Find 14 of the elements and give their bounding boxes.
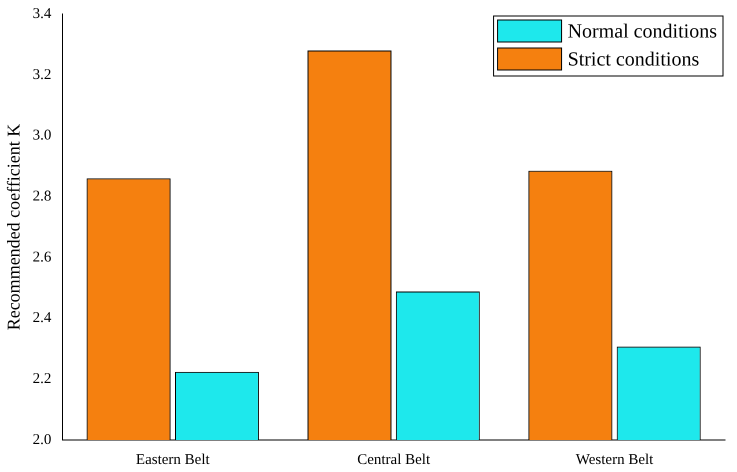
y-tick-label: 2.4 (32, 310, 52, 326)
y-tick-label: 3.2 (32, 66, 52, 83)
y-tick-label: 2.8 (32, 188, 52, 205)
x-tick-label: Central Belt (357, 452, 431, 468)
y-tick-label: 3.4 (32, 6, 52, 22)
legend-label: Strict conditions (568, 48, 700, 70)
y-tick-label: 3.0 (32, 128, 52, 144)
y-tick-label: 2.0 (32, 432, 52, 448)
y-tick-label: 2.2 (32, 371, 52, 388)
legend-label: Normal conditions (568, 20, 718, 42)
y-tick-label: 2.6 (32, 249, 52, 266)
y-axis-title: Recommended coefficient K (4, 124, 24, 330)
x-tick-label: Eastern Belt (136, 452, 210, 468)
x-tick-label: Western Belt (576, 452, 654, 468)
